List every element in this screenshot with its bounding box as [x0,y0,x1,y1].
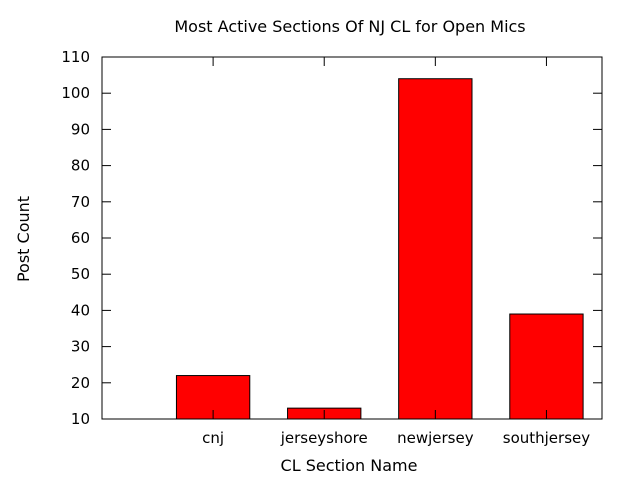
y-tick-label-20: 20 [71,374,90,392]
x-axis-label: CL Section Name [281,456,418,475]
chart-title: Most Active Sections Of NJ CL for Open M… [174,17,525,36]
bar-newjersey [398,78,473,420]
y-tick-label-80: 80 [71,157,90,175]
x-tick-label-cnj: cnj [202,429,224,447]
y-axis-label: Post Count [14,196,33,282]
y-tick-label-40: 40 [71,301,90,319]
y-tick-label-10: 10 [71,410,90,428]
y-tick-label-50: 50 [71,265,90,283]
y-tick-label-70: 70 [71,193,90,211]
y-tick-label-100: 100 [61,84,90,102]
y-tick-label-60: 60 [71,229,90,247]
y-tick-label-30: 30 [71,338,90,356]
y-tick-label-110: 110 [61,48,90,66]
x-tick-label-jerseyshore: jerseyshore [280,429,368,447]
x-tick-label-southjersey: southjersey [503,429,590,447]
y-tick-label-90: 90 [71,120,90,138]
x-tick-label-newjersey: newjersey [397,429,474,447]
plot-area: 10 20 30 40 50 60 70 80 90 100 110 cnj jerseyshore ne… [61,48,603,447]
bar-southjersey [509,313,584,420]
